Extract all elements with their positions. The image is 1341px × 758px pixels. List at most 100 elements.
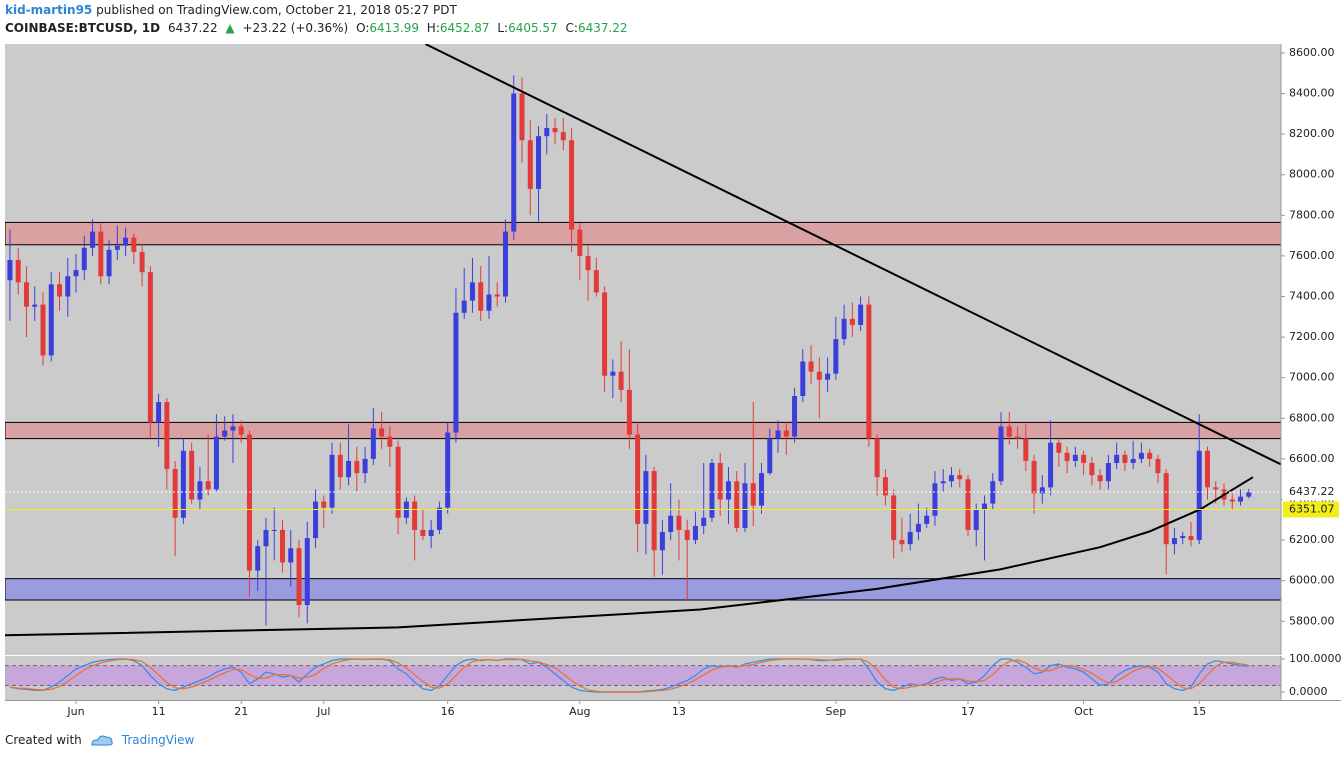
candle-body [469, 282, 475, 301]
candle-body [1196, 450, 1202, 541]
candle-body [1204, 450, 1210, 488]
candle-body [742, 483, 748, 528]
candle-body [833, 339, 839, 374]
candle-body [874, 438, 880, 478]
candle-body [263, 529, 269, 547]
candle-body [1039, 487, 1045, 494]
candle-body [73, 270, 79, 277]
candle-body [1246, 491, 1252, 497]
y-tick-label: 7600.00 [1289, 249, 1335, 262]
candle-body [1015, 436, 1021, 439]
candle-body [379, 428, 385, 437]
zone [5, 578, 1281, 601]
candle-body [1171, 538, 1177, 545]
candle-body [494, 294, 500, 297]
candle-body [750, 483, 756, 506]
x-tick-label: 17 [961, 705, 975, 718]
candle-body [180, 450, 186, 518]
candle-body [453, 312, 459, 433]
candle-body [891, 495, 897, 541]
published: published on TradingView.com, October 21… [96, 3, 457, 17]
candle-body [932, 483, 938, 516]
candle-body [816, 371, 822, 380]
candle-body [701, 517, 707, 526]
candle-body [825, 373, 831, 380]
candle-body [1114, 454, 1120, 463]
candle-body [759, 473, 765, 506]
y-tick-label: 0.0000 [1289, 685, 1328, 698]
candle-body [156, 402, 162, 423]
candle-body [436, 507, 442, 530]
candle-body [23, 282, 29, 307]
brand[interactable]: TradingView [121, 733, 195, 747]
candle-body [296, 548, 302, 606]
candle-body [1213, 487, 1219, 490]
open-value: 6413.99 [369, 21, 419, 35]
author[interactable]: kid-martin95 [5, 3, 93, 17]
candle-body [1188, 536, 1194, 541]
candle-body [114, 245, 120, 250]
candle-body [725, 481, 731, 500]
candle-body [668, 515, 674, 532]
y-tick-label: 8400.00 [1289, 87, 1335, 100]
candle-body [1155, 458, 1161, 474]
candle-body [734, 481, 740, 528]
last-price-badge [1282, 483, 1340, 501]
candle-body [222, 430, 228, 437]
candle-body [552, 128, 558, 133]
candle-body [1048, 442, 1054, 488]
candle-body [139, 251, 145, 273]
candle-body [1130, 458, 1136, 463]
candle-body [858, 304, 864, 325]
candle-body [81, 247, 87, 271]
candle-body [255, 546, 261, 571]
candle-body [882, 477, 888, 496]
high-value: 6452.87 [439, 21, 490, 35]
candle-body [585, 255, 591, 271]
candle-body [15, 259, 21, 283]
y-tick-label: 8600.00 [1289, 46, 1335, 59]
candle-body [329, 454, 335, 508]
low-label: L: [497, 21, 509, 35]
candle-body [65, 276, 71, 297]
close-label: C: [565, 21, 578, 35]
candle-body [907, 531, 913, 545]
candle-body [354, 460, 360, 474]
candle-body [428, 529, 434, 537]
candle-body [40, 304, 46, 356]
candle-body [189, 450, 195, 500]
x-tick-label: Jul [316, 705, 330, 718]
candle-body [849, 318, 855, 325]
header-line-1: kid-martin95 published on TradingView.co… [5, 3, 457, 17]
x-tick-label: 16 [441, 705, 455, 718]
candle-body [1105, 462, 1111, 482]
candle-body [321, 501, 327, 508]
candle-body [98, 231, 104, 277]
y-tick-label: 5800.00 [1289, 614, 1335, 627]
candle-body [205, 481, 211, 490]
candle-body [602, 292, 608, 376]
candle-body [387, 436, 393, 447]
trendline [424, 44, 1281, 466]
candle-body [106, 249, 112, 277]
x-tick-label: Jun [66, 705, 84, 718]
candle-body [1056, 442, 1062, 453]
candle-body [395, 446, 401, 518]
candle-body [709, 462, 715, 518]
candle-body [577, 229, 583, 256]
candle-body [288, 548, 294, 563]
candle-body [7, 259, 13, 281]
candle-body [238, 426, 244, 435]
candle-body [626, 389, 632, 435]
candle-body [717, 462, 723, 500]
candle-body [164, 402, 170, 470]
arrow: ▲ [225, 21, 235, 35]
candle-body [610, 371, 616, 376]
candle-body [131, 237, 137, 252]
candle-body [230, 426, 236, 431]
price-plot [5, 44, 1281, 637]
candle-body [940, 481, 946, 484]
indicator-plot [5, 658, 1281, 693]
candle-body [1089, 462, 1095, 476]
